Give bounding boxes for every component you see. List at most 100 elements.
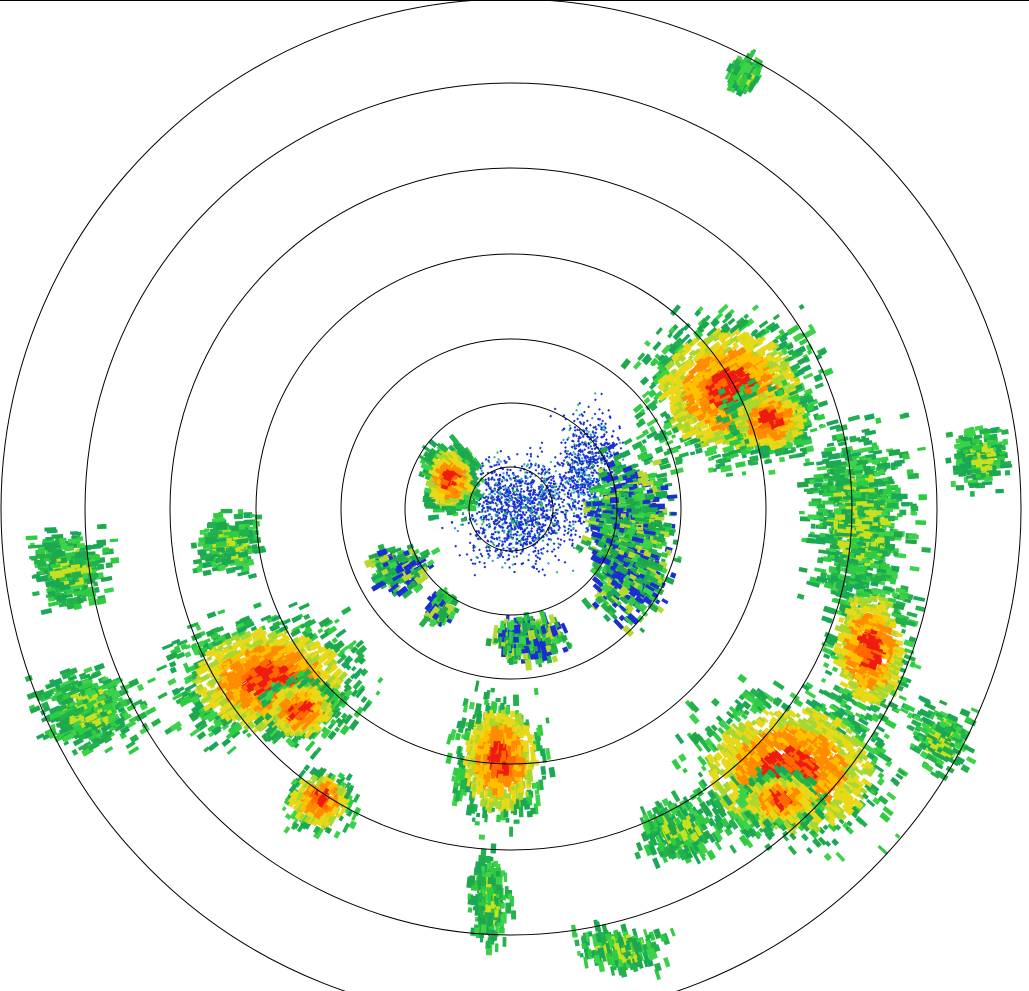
echo-pixel	[833, 492, 846, 497]
echo-pixel	[673, 387, 683, 397]
echo-pixel	[768, 323, 780, 333]
echo-pixel	[768, 469, 776, 476]
echo-pixel	[858, 536, 864, 542]
echo-pixel	[855, 498, 865, 502]
echo-pixel	[868, 492, 875, 497]
echo-pixel	[911, 505, 919, 512]
echo-pixel	[870, 550, 878, 556]
echo-pixel	[632, 360, 642, 370]
echo-pixel	[991, 465, 997, 470]
echo-pixel	[989, 433, 998, 441]
echo-pixel	[696, 340, 704, 348]
echo-pixel	[661, 385, 670, 393]
echo-pixel	[975, 473, 981, 479]
echo-pixel	[846, 486, 854, 491]
echo-pixel	[671, 434, 677, 439]
echo-pixel	[886, 484, 899, 489]
echo-pixel	[693, 440, 706, 450]
echo-pixel	[679, 355, 687, 363]
echo-pixel	[635, 419, 646, 428]
echo-pixel	[884, 531, 894, 537]
echo-pixel	[781, 381, 791, 389]
echo-pixel	[870, 542, 877, 547]
echo-pixel	[765, 321, 777, 331]
echo-pixel	[743, 313, 750, 320]
echo-pixel	[666, 430, 673, 437]
echo-pixel	[790, 446, 797, 453]
echo-pixel	[795, 351, 803, 358]
echo-pixel	[652, 376, 663, 385]
echo-pixel	[960, 463, 969, 470]
echo-pixel	[688, 349, 696, 356]
echo-pixel	[863, 469, 875, 476]
echo-pixel	[665, 439, 674, 446]
echo-pixel	[677, 366, 685, 373]
echo-pixel	[758, 320, 769, 329]
echo-pixel	[871, 442, 878, 448]
echo-pixel	[894, 487, 901, 494]
echo-pixel	[798, 338, 808, 346]
echo-pixel	[658, 433, 668, 442]
echo-pixel	[818, 524, 823, 528]
echo-pixel	[945, 457, 952, 464]
echo-pixel	[814, 538, 826, 545]
echo-pixel	[884, 544, 894, 551]
echo-pixel	[893, 531, 903, 538]
echo-pixel	[680, 374, 693, 386]
echo-pixel	[676, 410, 686, 419]
echo-pixel	[844, 474, 850, 479]
echo-pixel	[836, 509, 842, 515]
echo-pixel	[741, 471, 747, 476]
echo-pixel	[658, 355, 666, 362]
echo-pixel	[891, 493, 902, 500]
echo-pixel	[820, 349, 827, 356]
echo-pixel	[954, 465, 960, 470]
echo-pixel	[785, 343, 794, 351]
echo-pixel	[876, 507, 883, 511]
echo-pixel	[983, 432, 991, 440]
echo-pixel	[809, 427, 818, 433]
echo-pixel	[857, 480, 870, 487]
echo-pixel	[988, 470, 1001, 477]
echo-pixel	[738, 322, 749, 333]
echo-pixel	[700, 422, 709, 430]
echo-pixel	[822, 492, 834, 497]
echo-pixel	[878, 469, 885, 474]
echo-pixel	[970, 469, 982, 474]
echo-pixel	[829, 485, 837, 492]
echo-pixel	[966, 470, 972, 476]
echo-pixel	[751, 304, 760, 312]
echo-pixel	[1002, 438, 1009, 446]
echo-pixel	[859, 488, 871, 493]
echo-pixel	[873, 517, 880, 523]
echo-pixel	[994, 459, 1000, 464]
echo-pixel	[918, 494, 927, 501]
echo-pixel	[859, 506, 870, 511]
echo-pixel	[704, 447, 718, 457]
echo-pixel	[820, 484, 831, 490]
echo-pixel	[777, 350, 784, 358]
echo-pixel	[637, 352, 646, 362]
echo-pixel	[654, 445, 664, 454]
echo-pixel	[799, 511, 805, 515]
echo-pixel	[821, 453, 828, 459]
echo-pixel	[667, 393, 676, 401]
echo-pixel	[968, 482, 980, 489]
echo-pixel	[838, 540, 851, 548]
echo-pixel	[806, 537, 816, 544]
echo-pixel	[915, 520, 927, 526]
echo-pixel	[807, 514, 819, 520]
echo-pixel	[826, 534, 834, 540]
echo-pixel	[650, 357, 659, 367]
echo-pixel	[972, 455, 978, 460]
echo-pixel	[837, 523, 846, 529]
echo-pixel	[880, 520, 892, 526]
echo-pixel	[845, 517, 856, 524]
echo-pixel	[871, 458, 880, 465]
echo-pixel	[764, 459, 773, 465]
echo-pixel	[809, 479, 816, 485]
echo-pixel	[970, 491, 975, 497]
echo-pixel	[673, 343, 685, 354]
